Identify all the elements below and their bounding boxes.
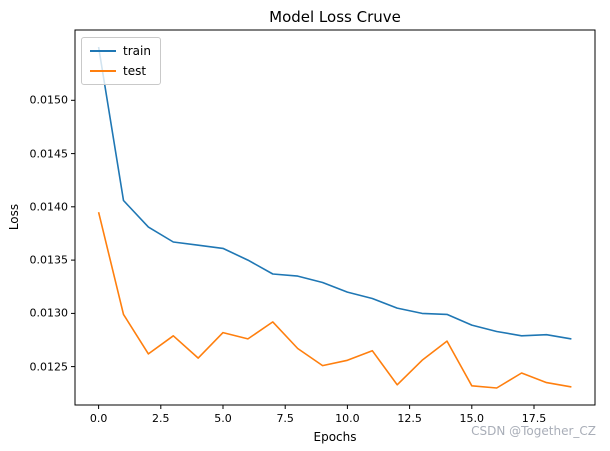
- train-line-swatch: [90, 50, 116, 52]
- y-axis-label: Loss: [7, 203, 21, 231]
- chart-title: Model Loss Cruve: [269, 8, 401, 26]
- x-tick-label: 17.5: [521, 412, 547, 425]
- legend-item-train: train: [90, 43, 151, 59]
- y-tick-label: 0.0140: [29, 200, 69, 214]
- legend-label-train: train: [123, 44, 151, 58]
- legend-label-test: test: [123, 64, 147, 78]
- x-tick-label: 15.0: [459, 412, 485, 425]
- y-tick-label: 0.0135: [29, 253, 69, 267]
- test-line-swatch: [90, 70, 116, 72]
- x-tick-label: 10.0: [335, 412, 360, 425]
- y-tick-label: 0.0130: [29, 306, 69, 320]
- y-tick-label: 0.0150: [29, 93, 69, 107]
- x-tick-label: 7.5: [276, 412, 294, 425]
- x-axis-label: Epochs: [313, 430, 357, 444]
- x-tick-label: 2.5: [152, 412, 170, 425]
- x-tick-label: 5.0: [214, 412, 232, 425]
- watermark: CSDN @Together_CZ: [471, 424, 596, 438]
- legend: train test: [81, 37, 161, 85]
- x-tick-label: 0.0: [89, 412, 108, 425]
- x-tick-label: 12.5: [397, 412, 422, 425]
- y-tick-label: 0.0125: [29, 360, 69, 374]
- legend-item-test: test: [90, 63, 151, 79]
- y-tick-label: 0.0145: [29, 147, 69, 161]
